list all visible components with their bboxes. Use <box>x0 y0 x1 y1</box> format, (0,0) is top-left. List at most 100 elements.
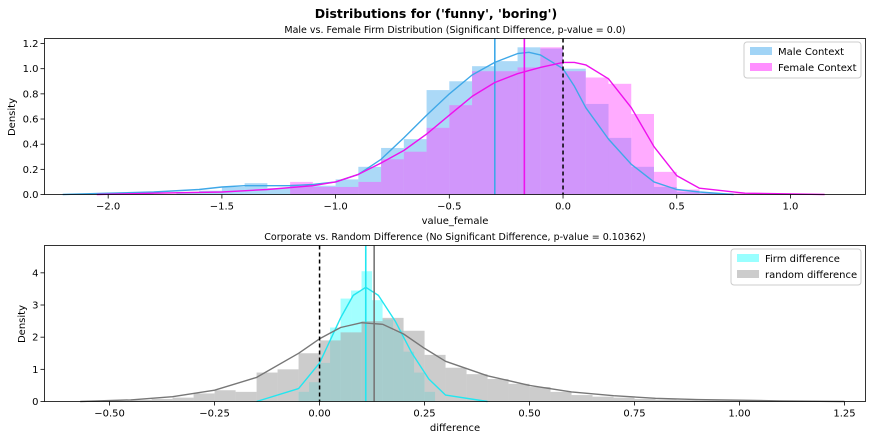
top-bar-male-context <box>585 103 609 195</box>
top-bar-male-context <box>312 185 336 195</box>
top-bar-female-context <box>381 159 404 195</box>
top-bar-male-context <box>449 81 473 195</box>
top-bar-female-context <box>585 77 609 195</box>
top-bar-male-context <box>676 191 700 195</box>
bottom-bar-random-difference <box>235 391 257 402</box>
bottom-chart-frame <box>44 245 866 402</box>
top-kde-male-context <box>62 51 734 196</box>
bottom-bar-random-difference <box>193 393 215 402</box>
top-chart-title: Male vs. Female Firm Distribution (Signi… <box>284 25 625 36</box>
top-ytick-label: 0.2 <box>23 165 39 176</box>
top-ytick-label: 0.4 <box>23 140 39 151</box>
top-chart-ylabel: Density <box>7 98 18 136</box>
top-bar-female-context <box>653 171 677 195</box>
top-xtick-label: −0.5 <box>437 202 461 213</box>
bottom-bar-random-difference <box>319 340 341 402</box>
top-bar-female-context <box>335 186 359 195</box>
bottom-xtick-label: 1.25 <box>833 409 855 420</box>
legend-swatch-random-difference <box>737 270 759 278</box>
bottom-bar-random-difference <box>466 374 488 402</box>
top-bar-male-context <box>608 137 632 195</box>
figure-title: Distributions for ('funny', 'boring') <box>315 6 557 21</box>
legend-swatch-female-context <box>750 63 772 71</box>
bottom-bar-random-difference <box>592 396 614 402</box>
top-ytick-label: 1.2 <box>23 39 39 50</box>
bottom-bar-random-difference <box>613 397 635 402</box>
legend-label-female-context: Female Context <box>778 63 857 74</box>
top-bar-male-context <box>563 68 586 195</box>
legend-swatch-male-context <box>750 47 772 55</box>
top-bar-female-context <box>540 47 564 195</box>
top-bar-female-context <box>676 189 700 195</box>
legend-swatch-firm-difference <box>737 254 759 262</box>
bottom-chart: Corporate vs. Random Difference (No Sign… <box>17 232 866 434</box>
bottom-bar-random-difference <box>676 399 698 402</box>
bottom-bar-random-difference <box>361 321 383 402</box>
top-ytick-label: 1.0 <box>23 64 39 75</box>
legend-label-random-difference: random difference <box>765 270 857 281</box>
bottom-bar-random-difference <box>718 400 740 402</box>
top-chart-legend: Male Context Female Context <box>743 41 862 79</box>
bottom-bar-random-difference <box>634 398 656 402</box>
bottom-bar-random-difference <box>214 390 236 402</box>
bottom-chart-ylabel: Density <box>17 305 28 343</box>
bottom-xtick-label: 1.00 <box>728 409 750 420</box>
bottom-bar-random-difference <box>529 387 551 402</box>
bottom-bar-random-difference <box>508 383 530 402</box>
top-bar-male-context <box>472 66 495 195</box>
top-bar-female-context <box>631 113 654 195</box>
top-bar-female-context <box>403 151 427 195</box>
top-chart-xlabel: value_female <box>422 216 489 227</box>
bottom-kde-firm-difference <box>256 286 488 403</box>
top-chart: Male vs. Female Firm Distribution (Signi… <box>7 25 866 227</box>
bottom-xtick-label: −0.50 <box>94 409 125 420</box>
top-xtick-label: −1.0 <box>323 202 347 213</box>
bottom-ytick-label: 2 <box>32 333 38 344</box>
bottom-chart-title: Corporate vs. Random Difference (No Sign… <box>264 232 645 243</box>
bottom-bar-random-difference <box>655 399 677 402</box>
top-bar-male-context <box>244 183 268 195</box>
bottom-ytick-label: 3 <box>32 301 38 312</box>
top-ytick-label: 0.8 <box>23 89 39 100</box>
bottom-xtick-label: 0.00 <box>308 409 330 420</box>
top-bar-male-context <box>290 184 313 195</box>
top-bar-male-context <box>335 179 359 195</box>
bottom-bar-random-difference <box>550 391 572 402</box>
top-bar-female-context <box>494 71 518 195</box>
top-bar-male-context <box>494 61 518 195</box>
top-bar-male-context <box>699 193 723 195</box>
top-bar-male-context <box>653 186 677 195</box>
top-bar-male-context <box>631 166 654 195</box>
top-bar-male-context <box>540 48 564 195</box>
top-ytick-label: 0.0 <box>23 190 39 201</box>
bottom-xtick-label: 0.25 <box>413 409 435 420</box>
bottom-bar-random-difference <box>382 317 404 402</box>
bottom-bar-random-difference <box>151 398 173 402</box>
bottom-bar-random-difference <box>130 399 152 402</box>
top-bar-female-context <box>563 71 586 195</box>
bottom-bar-random-difference <box>571 395 593 402</box>
bottom-xtick-label: 0.75 <box>623 409 645 420</box>
legend-label-male-context: Male Context <box>778 47 844 58</box>
top-bar-female-context <box>517 67 541 195</box>
bottom-bar-random-difference <box>487 378 509 402</box>
top-xtick-label: −1.5 <box>210 202 234 213</box>
bottom-bar-random-difference <box>445 367 467 402</box>
top-bar-female-context <box>358 181 382 195</box>
legend-label-firm-difference: Firm difference <box>765 254 840 265</box>
bottom-bar-random-difference <box>340 332 362 402</box>
top-xtick-label: 0.0 <box>555 202 571 213</box>
bottom-chart-xlabel: difference <box>430 423 480 434</box>
top-kde-female-context <box>96 61 825 196</box>
top-bar-male-context <box>517 47 541 195</box>
bottom-chart-legend: Firm difference random difference <box>730 248 862 286</box>
bottom-ytick-label: 4 <box>32 268 38 279</box>
top-bar-female-context <box>608 83 632 195</box>
top-bar-female-context <box>312 186 336 195</box>
top-bar-female-context <box>472 71 495 195</box>
top-bar-female-context <box>426 127 450 195</box>
bottom-bar-random-difference <box>256 372 278 402</box>
top-bar-female-context <box>699 193 723 195</box>
top-bar-female-context <box>449 105 473 195</box>
